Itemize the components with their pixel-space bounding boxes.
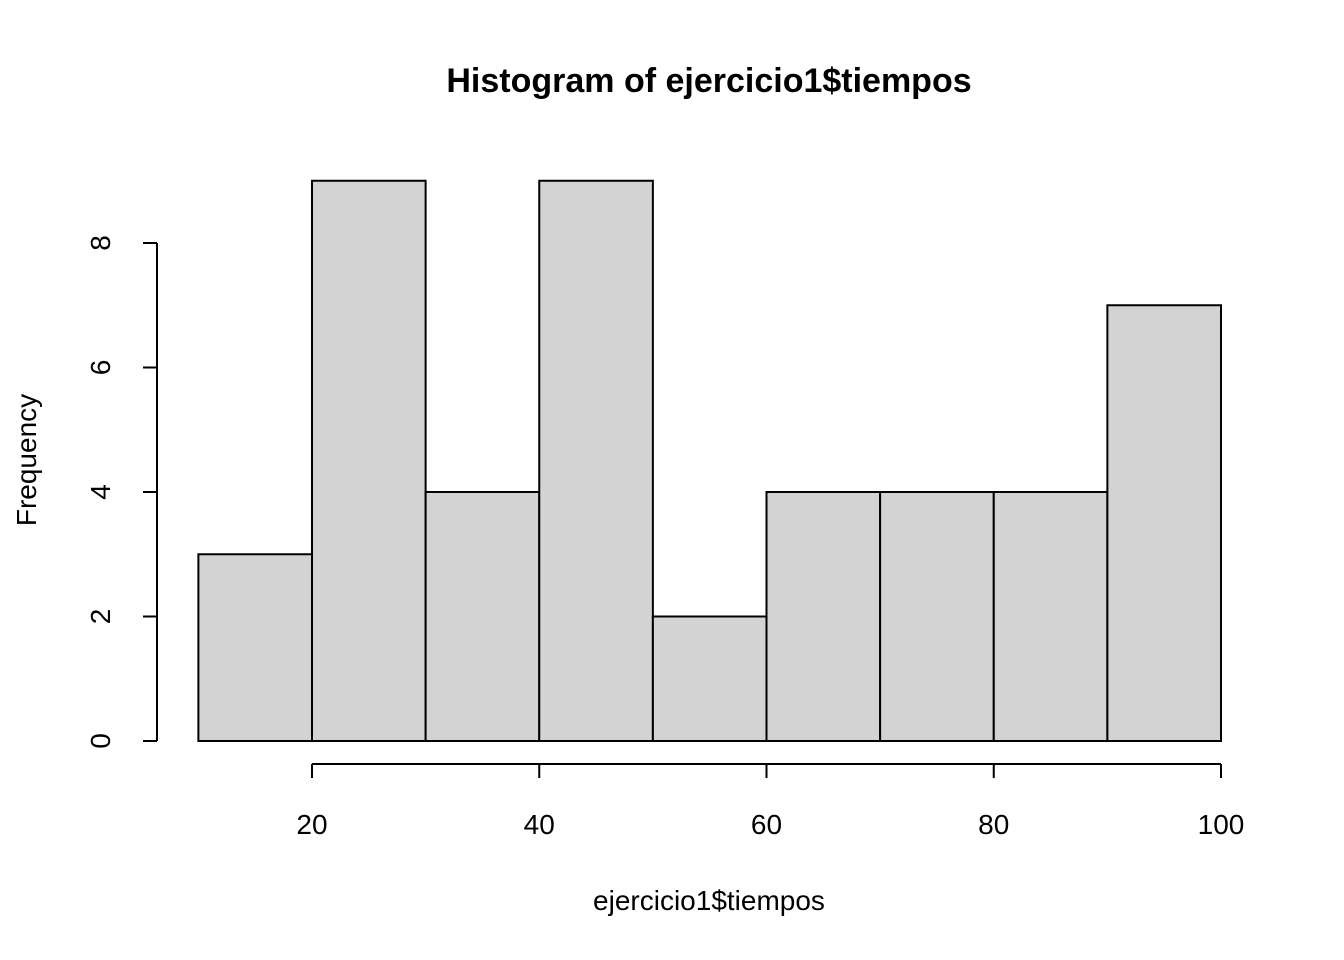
histogram-bar-60-70 — [765, 491, 882, 742]
y-tick-label-2: 2 — [85, 609, 116, 625]
histogram-bar-20-30 — [311, 179, 427, 742]
x-axis: 20 40 60 80 100 — [296, 763, 1245, 840]
x-tick-label-80: 80 — [978, 809, 1009, 840]
histogram-bar-70-80 — [879, 491, 995, 742]
histogram-bar-10-20 — [197, 553, 313, 742]
x-tick-label-60: 60 — [751, 809, 782, 840]
y-axis: 0 2 4 6 8 — [85, 235, 158, 749]
histogram-bar-80-90 — [992, 491, 1109, 742]
histogram-bar-30-40 — [424, 491, 541, 742]
y-tick-label-4: 4 — [85, 484, 116, 500]
y-axis-title: Frequency — [11, 394, 42, 526]
histogram-bar-50-60 — [651, 615, 768, 742]
chart-title: Histogram of ejercicio1$tiempos — [446, 62, 971, 100]
y-tick-label-6: 6 — [85, 360, 116, 376]
x-tick-label-20: 20 — [296, 809, 327, 840]
x-tick-label-100: 100 — [1198, 809, 1245, 840]
histogram-bar-40-50 — [538, 179, 654, 742]
x-tick-label-40: 40 — [524, 809, 555, 840]
x-axis-title: ejercicio1$tiempos — [593, 885, 825, 916]
histogram-bar-90-100 — [1106, 304, 1222, 742]
bars-group — [197, 179, 1222, 742]
y-tick-label-8: 8 — [85, 235, 116, 251]
y-tick-label-0: 0 — [85, 733, 116, 749]
